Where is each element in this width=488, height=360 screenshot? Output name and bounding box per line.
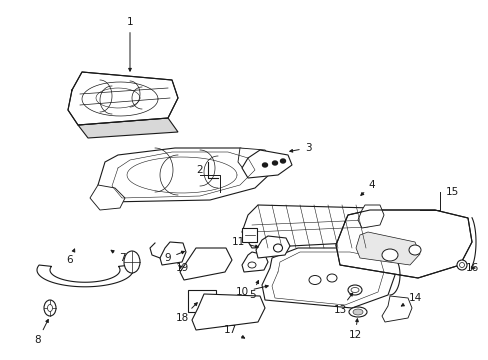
Polygon shape xyxy=(192,294,264,330)
Ellipse shape xyxy=(262,163,267,167)
Ellipse shape xyxy=(308,275,320,284)
Text: 6: 6 xyxy=(66,249,75,265)
Polygon shape xyxy=(180,248,231,280)
Polygon shape xyxy=(160,242,185,265)
Text: 11: 11 xyxy=(231,237,258,248)
Ellipse shape xyxy=(44,300,56,316)
Polygon shape xyxy=(256,236,289,258)
Ellipse shape xyxy=(280,159,285,163)
Polygon shape xyxy=(98,148,271,202)
Bar xyxy=(242,228,257,242)
Ellipse shape xyxy=(408,245,420,255)
Ellipse shape xyxy=(352,309,362,315)
Text: 5: 5 xyxy=(248,280,258,300)
Bar xyxy=(187,290,216,312)
Ellipse shape xyxy=(326,274,336,282)
Polygon shape xyxy=(90,185,125,210)
Ellipse shape xyxy=(456,260,466,270)
Ellipse shape xyxy=(124,251,140,273)
Ellipse shape xyxy=(47,305,52,311)
Text: 1: 1 xyxy=(126,17,133,71)
Text: 19: 19 xyxy=(175,263,188,273)
Ellipse shape xyxy=(272,161,277,165)
Text: 7: 7 xyxy=(111,250,125,263)
Text: 9: 9 xyxy=(164,251,184,263)
Polygon shape xyxy=(357,205,383,228)
Text: 12: 12 xyxy=(347,319,361,340)
Ellipse shape xyxy=(459,262,464,267)
Polygon shape xyxy=(78,118,178,138)
Polygon shape xyxy=(381,296,411,322)
Polygon shape xyxy=(238,148,274,175)
Text: 8: 8 xyxy=(35,319,48,345)
Ellipse shape xyxy=(350,288,358,292)
Ellipse shape xyxy=(273,244,282,252)
Polygon shape xyxy=(37,265,133,287)
Ellipse shape xyxy=(381,249,397,261)
Polygon shape xyxy=(335,210,471,278)
Polygon shape xyxy=(242,205,377,248)
Polygon shape xyxy=(68,72,178,125)
Text: 13: 13 xyxy=(333,293,352,315)
Text: 18: 18 xyxy=(175,303,197,323)
Text: 15: 15 xyxy=(445,187,458,197)
Text: 16: 16 xyxy=(465,263,478,273)
Ellipse shape xyxy=(348,307,366,317)
Polygon shape xyxy=(242,150,291,178)
Text: 4: 4 xyxy=(360,180,375,195)
Text: 2: 2 xyxy=(196,165,203,175)
Polygon shape xyxy=(355,232,419,265)
Text: 3: 3 xyxy=(289,143,311,153)
Ellipse shape xyxy=(247,262,256,268)
Polygon shape xyxy=(262,248,394,308)
Polygon shape xyxy=(242,252,267,272)
Text: 17: 17 xyxy=(223,325,244,338)
Text: 10: 10 xyxy=(235,285,268,297)
Text: 14: 14 xyxy=(401,293,421,306)
Ellipse shape xyxy=(347,285,361,295)
